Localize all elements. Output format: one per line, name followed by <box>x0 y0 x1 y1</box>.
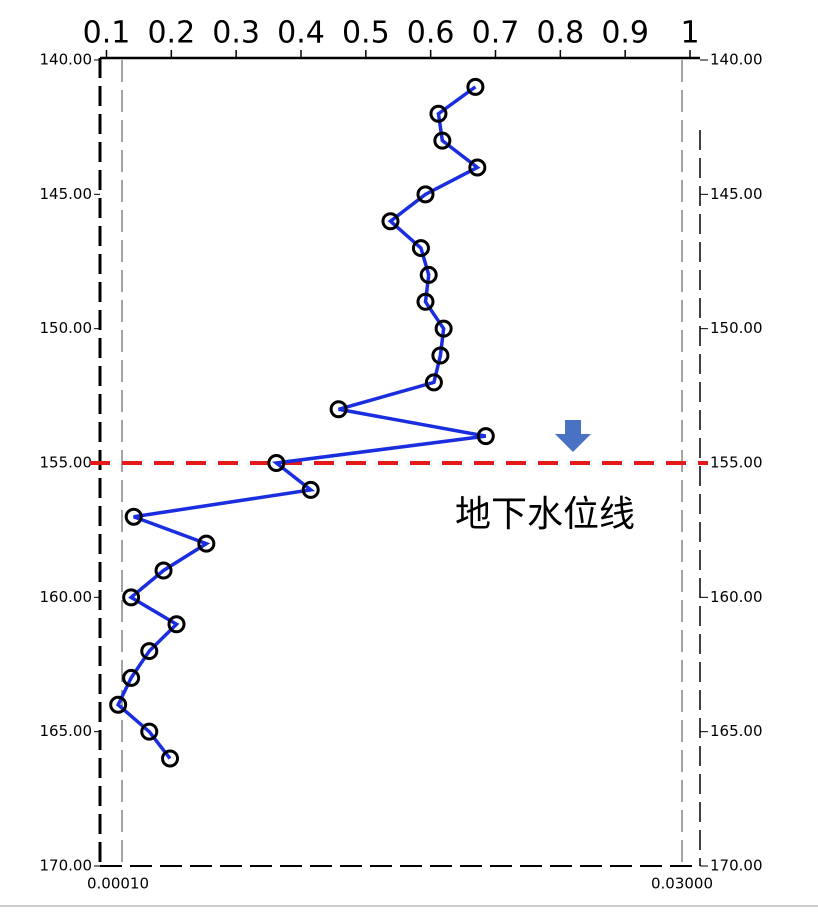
y2-tick-label: 150.00 <box>710 319 763 337</box>
y2-tick-label: 160.00 <box>710 588 763 606</box>
data-point <box>424 373 443 392</box>
y-tick-label: 155.00 <box>40 454 93 472</box>
data-point <box>431 346 450 365</box>
data-point <box>416 185 435 204</box>
water-level-label: 地下水位线 <box>455 494 635 535</box>
x-tick-label: 0.5 <box>342 16 390 51</box>
data-point <box>301 480 320 499</box>
data-point <box>167 615 186 634</box>
y-tick-label: 170.00 <box>40 857 93 875</box>
data-point <box>161 749 180 768</box>
data-point <box>329 400 348 419</box>
x-tick-label: 0.3 <box>212 16 260 51</box>
y2-tick-label: 155.00 <box>710 454 763 472</box>
y2-tick-label: 165.00 <box>710 722 763 740</box>
arrow-icon <box>555 420 591 452</box>
x-tick-label: 0.4 <box>277 16 325 51</box>
y2-tick-label: 140.00 <box>710 51 763 69</box>
y-tick-label: 150.00 <box>40 319 93 337</box>
data-point <box>433 131 452 150</box>
y2-tick-label: 145.00 <box>710 185 763 203</box>
x-tick-label: 0.8 <box>536 16 584 51</box>
data-point <box>122 668 141 687</box>
data-point <box>140 722 159 741</box>
data-point <box>197 534 216 553</box>
data-point <box>468 158 487 177</box>
data-point <box>267 454 286 472</box>
y-tick-label: 165.00 <box>40 722 93 740</box>
data-point <box>411 239 430 258</box>
y2-tick-label: 170.00 <box>710 857 763 875</box>
y-tick-label: 160.00 <box>40 588 93 606</box>
data-point <box>154 561 173 580</box>
x-tick-label: 0.9 <box>601 16 649 51</box>
data-point <box>109 695 128 714</box>
x-tick-label: 1 <box>680 16 699 51</box>
y-tick-label: 140.00 <box>40 51 93 69</box>
x-tick-label: 0.2 <box>147 16 195 51</box>
data-point <box>434 319 453 338</box>
data-point <box>466 77 485 96</box>
x-tick-label: 0.7 <box>472 16 520 51</box>
data-point <box>476 427 495 446</box>
data-point <box>429 104 448 123</box>
data-point <box>140 642 159 661</box>
x2-tick-label: 0.03000 <box>651 875 713 893</box>
y-tick-label: 145.00 <box>40 185 93 203</box>
data-point <box>416 292 435 311</box>
data-point <box>124 507 143 526</box>
data-point <box>419 265 438 284</box>
data-point <box>381 212 400 231</box>
x2-tick-label: 0.00010 <box>87 875 149 893</box>
data-point <box>122 588 141 607</box>
x-tick-label: 0.6 <box>407 16 455 51</box>
x-tick-label: 0.1 <box>83 16 131 51</box>
